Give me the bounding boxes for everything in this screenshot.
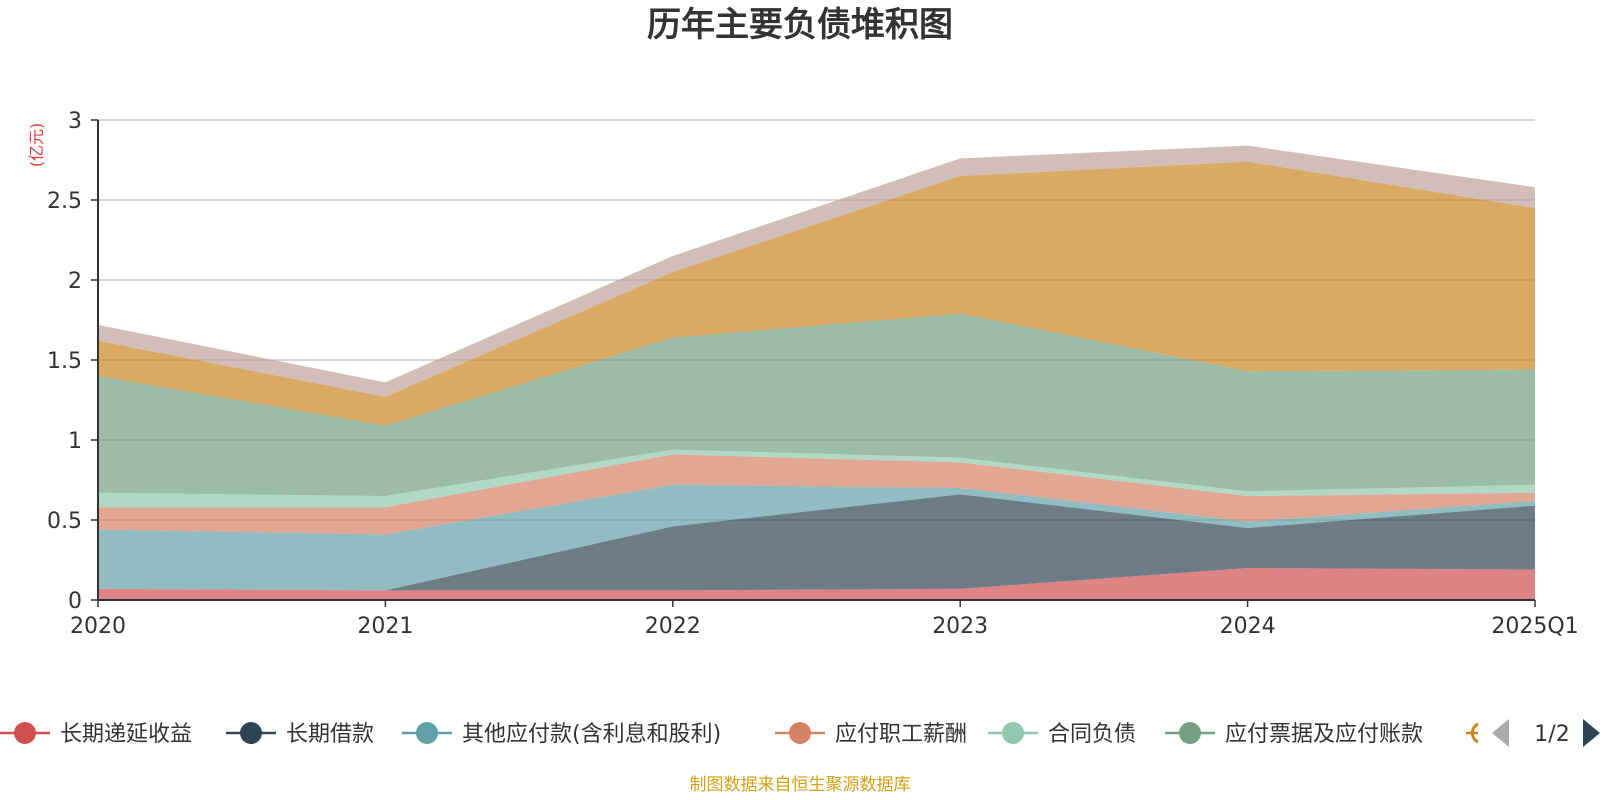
legend-marker [240, 722, 262, 744]
y-tick-label: 2.5 [47, 189, 82, 214]
y-tick-label: 1 [68, 429, 82, 454]
legend-label: 应付票据及应付账款 [1225, 722, 1423, 747]
legend-marker [789, 722, 811, 744]
legend-label: 应付职工薪酬 [835, 722, 967, 747]
area-series-1 [98, 568, 1535, 600]
legend-item[interactable]: 其他应付款(含利息和股利) [402, 722, 721, 747]
legend: 长期递延收益 长期借款 其他应付款(含利息和股利) 应付职工薪酬 合同负债 应付票据及应付… [0, 719, 1600, 747]
x-tick-label: 2021 [357, 614, 413, 639]
legend-marker [1179, 722, 1201, 744]
data-source-note: 制图数据来自恒生聚源数据库 [690, 775, 911, 795]
area-series-7 [98, 161, 1535, 426]
x-tick-label: 2023 [932, 614, 988, 639]
x-tick-label: 2025Q1 [1491, 614, 1578, 639]
legend-marker [1002, 722, 1024, 744]
legend-label: 长期递延收益 [60, 722, 192, 747]
area-series-8 [98, 145, 1535, 397]
legend-item[interactable]: 合同负债 [988, 722, 1136, 747]
legend-marker-clipped [1470, 722, 1479, 744]
area-series-4 [98, 454, 1535, 535]
legend-prev-page-icon[interactable] [1492, 719, 1509, 747]
area-series-2 [98, 494, 1535, 591]
legend-item[interactable]: 长期递延收益 [0, 722, 192, 747]
legend-next-page-icon[interactable] [1583, 719, 1600, 747]
x-tick-label: 2024 [1220, 614, 1276, 639]
area-series-layer [98, 145, 1535, 600]
chart-title: 历年主要负债堆积图 [647, 5, 953, 45]
y-tick-label: 1.5 [47, 349, 82, 374]
legend-page-indicator: 1/2 [1534, 722, 1569, 747]
x-tick-label: 2022 [645, 614, 701, 639]
legend-label: 长期借款 [286, 722, 374, 747]
legend-label: 其他应付款(含利息和股利) [462, 722, 721, 747]
y-tick-label: 2 [68, 269, 82, 294]
area-series-5 [98, 449, 1535, 508]
legend-item[interactable]: 长期借款 [226, 722, 374, 747]
y-tick-label: 3 [68, 109, 82, 134]
legend-label: 合同负债 [1048, 722, 1136, 747]
legend-marker [14, 722, 36, 744]
legend-item[interactable]: 应付职工薪酬 [775, 722, 967, 747]
y-tick-label: 0.5 [47, 509, 82, 534]
area-series-6 [98, 313, 1535, 496]
legend-item[interactable]: 应付票据及应付账款 [1165, 722, 1423, 747]
axes: 0 0.5 1 1.5 2 2.5 3 2020 2021 2022 2023 2024 2025Q1 [47, 109, 1579, 639]
area-series-3 [98, 484, 1535, 591]
y-axis-unit-label: (亿元) [27, 123, 46, 168]
legend-marker [416, 722, 438, 744]
y-tick-label: 0 [68, 589, 82, 614]
x-tick-label: 2020 [70, 614, 126, 639]
